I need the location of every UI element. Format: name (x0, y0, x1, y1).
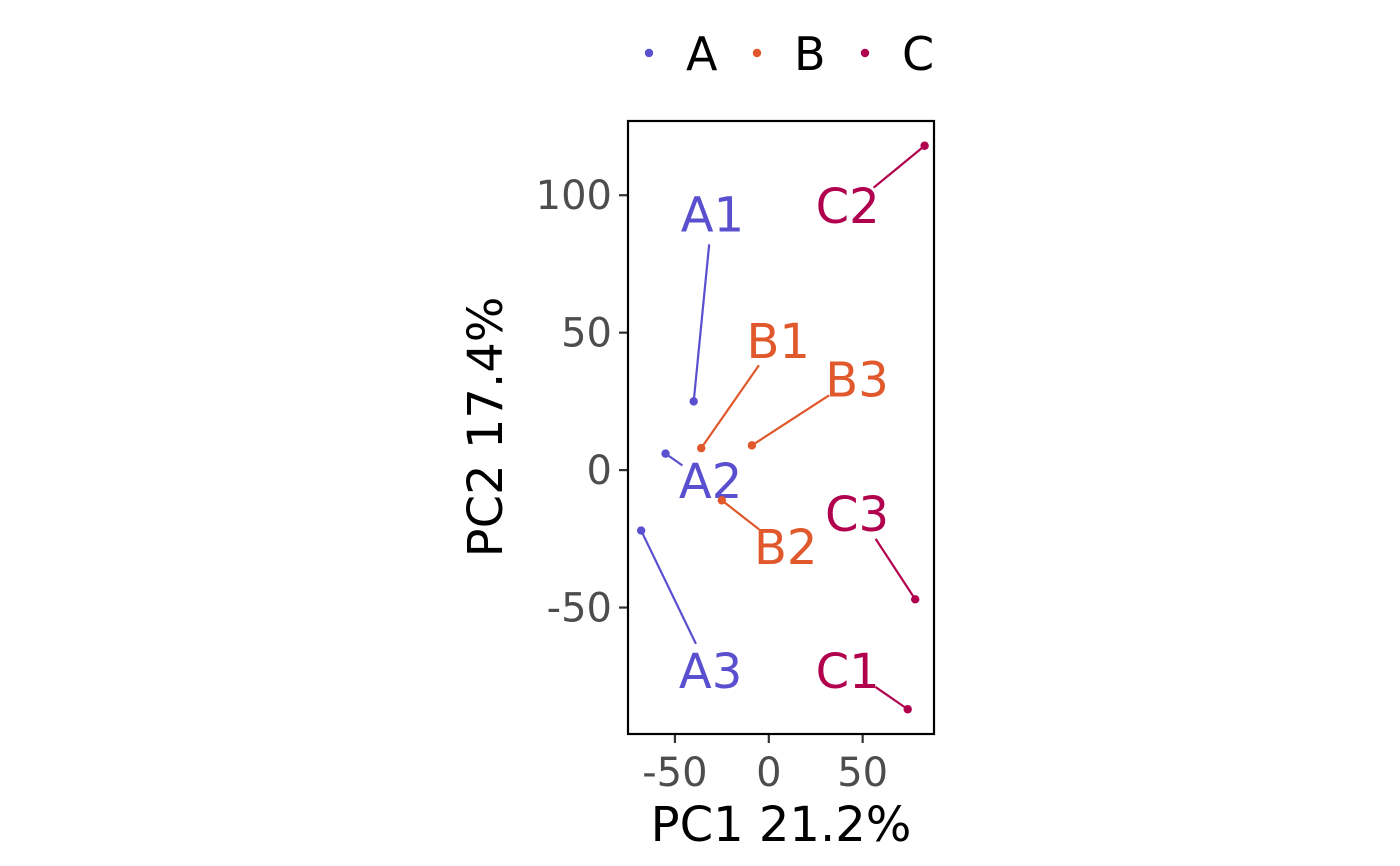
legend: A B C (644, 27, 934, 81)
legend-key (644, 48, 654, 58)
series-c: C1 C2 C3 (816, 141, 929, 714)
label-connector (751, 394, 830, 447)
point-label: B1 (746, 314, 809, 370)
data-point (636, 526, 646, 535)
legend-key (860, 48, 870, 58)
label-connector (640, 530, 697, 645)
axes: -50 0 50 -50 0 50 100 (536, 173, 888, 796)
legend-key (752, 48, 762, 58)
point-label: C1 (816, 644, 880, 700)
legend-label: B (794, 27, 826, 81)
y-tick-label: 50 (561, 311, 612, 357)
y-tick-label: 100 (536, 173, 612, 219)
point-label: B3 (825, 352, 888, 408)
data-point (920, 141, 929, 150)
point-label: C3 (825, 487, 889, 543)
series-b: B1 B2 B3 (697, 314, 889, 576)
data-point (689, 397, 698, 406)
data-point (717, 496, 727, 505)
series-a: A1 A2 A3 (636, 187, 744, 700)
data-point (903, 705, 912, 714)
point-label: B2 (754, 520, 817, 576)
label-connector (874, 686, 909, 711)
data-point (661, 449, 670, 458)
legend-label: C (902, 27, 934, 81)
label-connector (700, 364, 760, 449)
y-tick-label: 0 (587, 448, 612, 494)
legend-item: B (752, 27, 826, 81)
y-tick-label: -50 (547, 586, 612, 632)
legend-item: C (860, 27, 934, 81)
x-tick-label: -50 (642, 750, 707, 796)
label-connector (874, 538, 917, 600)
data-point (911, 595, 920, 604)
point-label: A2 (679, 454, 742, 510)
y-axis-title: PC2 17.4% (458, 297, 514, 558)
data-point (697, 443, 706, 453)
x-tick-label: 0 (756, 750, 781, 796)
data-point (747, 441, 757, 450)
legend-label: A (686, 27, 718, 81)
label-connector (721, 499, 760, 531)
data-layer: A1 A2 A3 B1 B2 B3 C1 C2 C3 (636, 141, 929, 714)
plot-panel-border (626, 119, 936, 736)
x-axis-title: PC1 21.2% (651, 797, 912, 853)
label-connector (872, 144, 926, 189)
point-label: A1 (681, 187, 744, 243)
x-tick-label: 50 (837, 750, 888, 796)
point-label: C2 (816, 179, 880, 235)
point-label: A3 (679, 644, 742, 700)
legend-item: A (644, 27, 718, 81)
label-connector (692, 244, 711, 402)
